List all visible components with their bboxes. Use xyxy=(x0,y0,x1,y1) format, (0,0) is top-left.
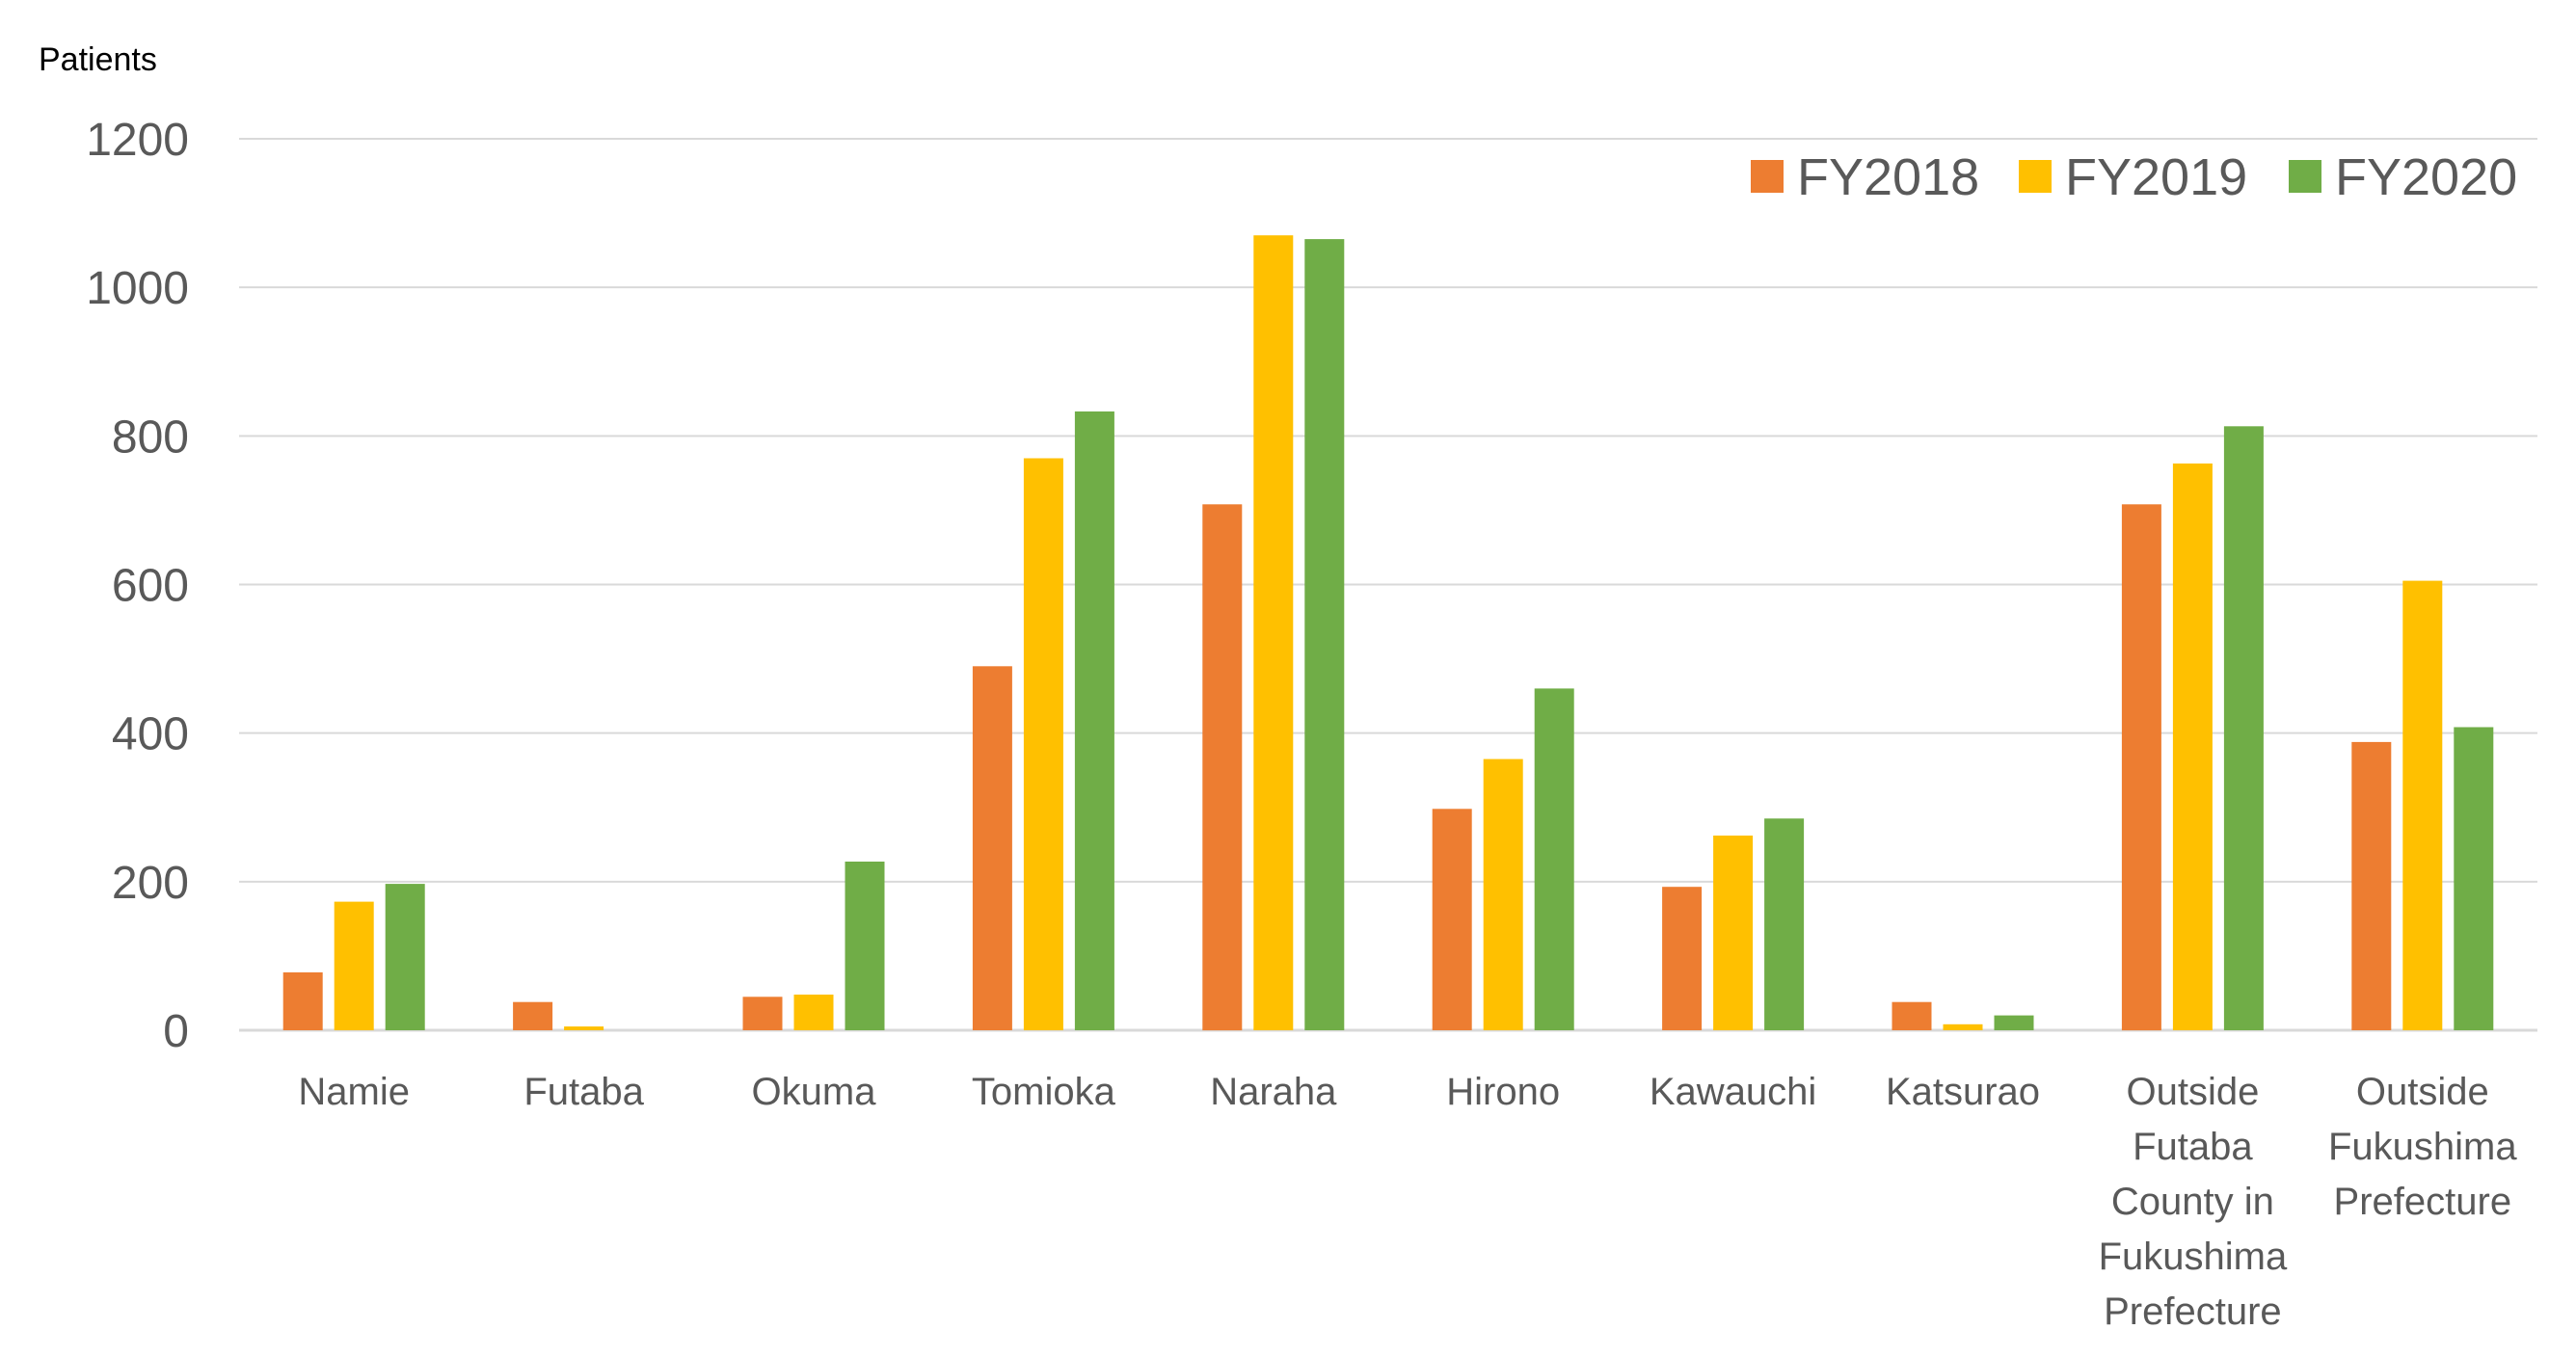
legend-item-fy2018: FY2018 xyxy=(1751,148,1979,206)
bar-naraha-fy2020 xyxy=(1304,239,1345,1031)
bar-okuma-fy2020 xyxy=(845,862,885,1030)
x-tick-label-katsurao: Katsurao xyxy=(1886,1071,2040,1113)
bar-okuma-fy2019 xyxy=(793,995,834,1030)
bar-tomioka-fy2018 xyxy=(972,666,1012,1030)
bar-namie-fy2018 xyxy=(282,971,323,1030)
legend-label-fy2019: FY2019 xyxy=(2065,148,2247,206)
legend-swatch-fy2018 xyxy=(1751,160,1784,193)
y-axis-ticks: 0 200 400 600 800 1000 1200 xyxy=(86,115,189,1057)
x-tick-label-okuma: Okuma xyxy=(752,1071,877,1113)
x-tick-label-tomioka: Tomioka xyxy=(972,1071,1116,1113)
bar-tomioka-fy2019 xyxy=(1023,458,1063,1030)
bar-kawauchi-fy2018 xyxy=(1662,887,1703,1030)
legend-swatch-fy2019 xyxy=(2019,160,2052,193)
x-axis-ticks: Namie Futaba Okuma Tomioka Naraha Hirono Kawau… xyxy=(298,1071,2517,1333)
y-tick-label-800: 800 xyxy=(112,412,189,463)
bar-outside-futaba-county-in-fukushima-prefecture-fy2019 xyxy=(2172,463,2213,1030)
bar-hirono-fy2019 xyxy=(1483,758,1523,1030)
bar-katsurao-fy2019 xyxy=(1943,1024,1983,1030)
bar-kawauchi-fy2020 xyxy=(1764,818,1805,1030)
bar-hirono-fy2020 xyxy=(1534,688,1574,1030)
bar-okuma-fy2018 xyxy=(742,997,783,1030)
bar-outside-futaba-county-in-fukushima-prefecture-fy2018 xyxy=(2121,504,2161,1031)
bar-outside-fukushima-prefecture-fy2020 xyxy=(2454,727,2494,1030)
x-tick-label-kawauchi: Kawauchi xyxy=(1650,1071,1816,1113)
y-tick-label-200: 200 xyxy=(112,858,189,909)
y-axis-unit-label: Patients xyxy=(39,41,157,78)
legend: FY2018 FY2019 FY2020 xyxy=(1751,148,2517,206)
bar-futaba-fy2019 xyxy=(564,1026,604,1030)
bar-kawauchi-fy2019 xyxy=(1713,836,1754,1030)
legend-item-fy2020: FY2020 xyxy=(2289,148,2517,206)
bar-futaba-fy2018 xyxy=(513,1001,553,1030)
x-tick-label-outside-fukushima-prefecture: Outside Fukushima Prefecture xyxy=(2328,1071,2517,1223)
bar-tomioka-fy2020 xyxy=(1074,411,1114,1030)
x-tick-label-outside-futaba-county-in-fukushima-prefecture: Outside Futaba County in Fukushima Prefectur… xyxy=(2099,1071,2288,1333)
y-tick-label-1000: 1000 xyxy=(86,263,189,314)
bars xyxy=(282,235,2494,1031)
legend-swatch-fy2020 xyxy=(2289,160,2321,193)
legend-label-fy2018: FY2018 xyxy=(1797,148,1979,206)
y-tick-label-0: 0 xyxy=(163,1006,189,1057)
bar-outside-futaba-county-in-fukushima-prefecture-fy2020 xyxy=(2223,426,2264,1030)
bar-namie-fy2020 xyxy=(385,884,425,1030)
y-tick-label-400: 400 xyxy=(112,709,189,760)
bar-outside-fukushima-prefecture-fy2019 xyxy=(2402,580,2443,1030)
bar-namie-fy2019 xyxy=(334,901,374,1030)
bar-naraha-fy2019 xyxy=(1253,235,1294,1030)
y-tick-label-600: 600 xyxy=(112,561,189,612)
x-tick-label-namie: Namie xyxy=(298,1071,410,1113)
x-tick-label-naraha: Naraha xyxy=(1210,1071,1337,1113)
x-tick-label-futaba: Futaba xyxy=(523,1071,644,1113)
bar-hirono-fy2018 xyxy=(1432,809,1472,1030)
x-tick-label-hirono: Hirono xyxy=(1446,1071,1560,1113)
y-tick-label-1200: 1200 xyxy=(86,115,189,166)
bar-katsurao-fy2020 xyxy=(1994,1015,2034,1030)
legend-label-fy2020: FY2020 xyxy=(2335,148,2517,206)
legend-item-fy2019: FY2019 xyxy=(2019,148,2247,206)
bar-naraha-fy2018 xyxy=(1202,504,1243,1031)
bar-katsurao-fy2018 xyxy=(1892,1001,1932,1030)
bar-outside-fukushima-prefecture-fy2018 xyxy=(2351,741,2392,1030)
